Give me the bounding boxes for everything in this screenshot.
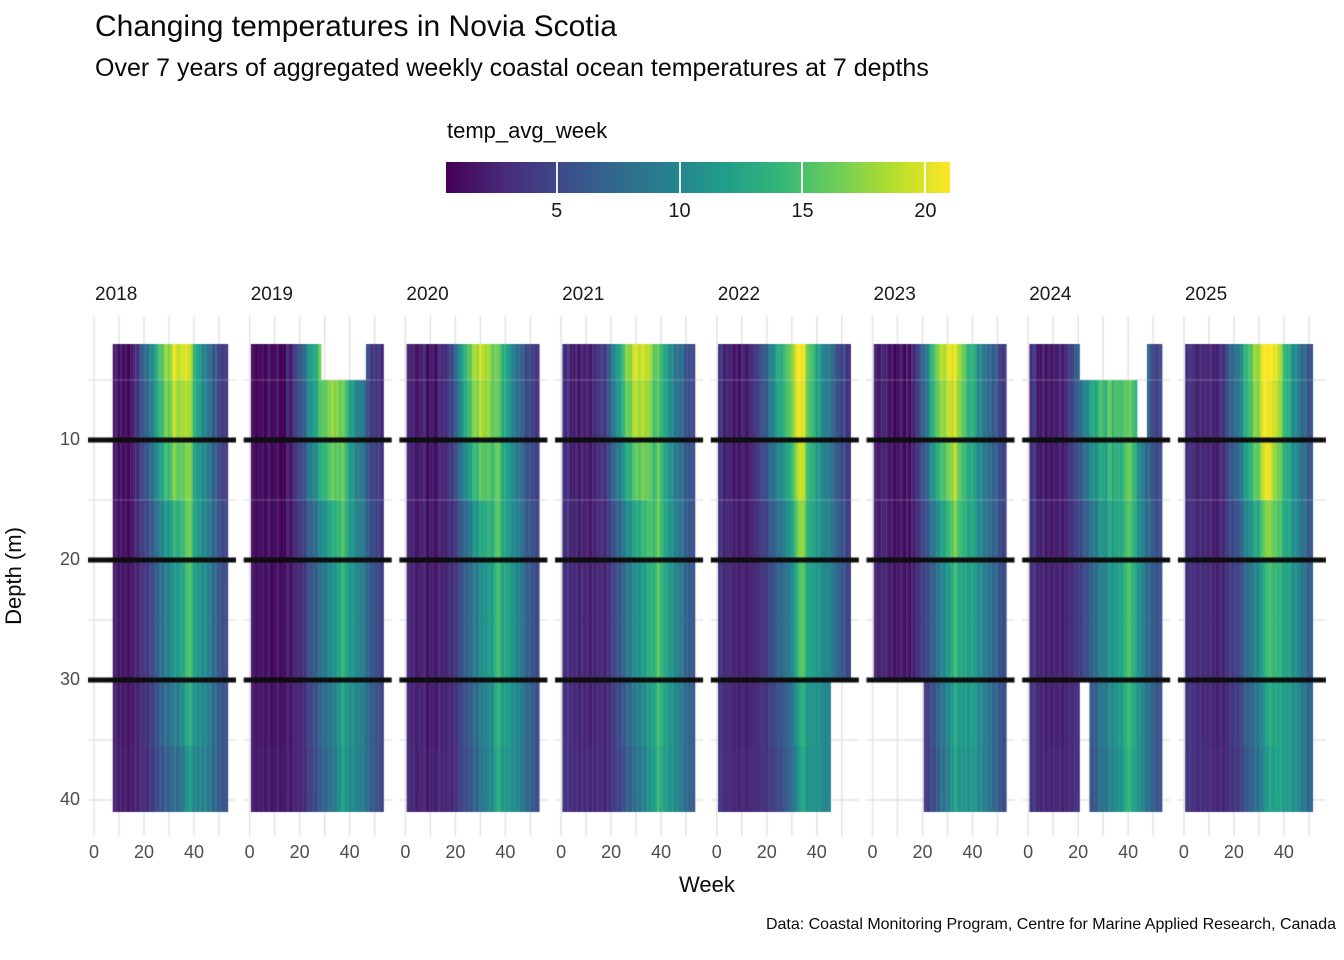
x-axis-tick-label: 0 [1023,842,1034,862]
x-axis-tick-label: 20 [912,842,933,862]
legend-tick-label: 20 [914,200,937,222]
facet-label-2023: 2023 [873,284,916,305]
x-axis-tick-label: 40 [1273,842,1294,862]
legend-tick-mark [924,162,927,193]
x-axis-tick-label: 20 [756,842,777,862]
x-axis-tick-label: 0 [400,842,411,862]
facet-label-2025: 2025 [1184,284,1228,305]
x-axis-tick-label: 0 [711,842,722,862]
y-axis-tick-label: 30 [59,669,80,689]
legend-tick-label: 5 [551,200,563,222]
x-axis-tick-label: 40 [651,842,672,862]
facet-label-2021: 2021 [562,284,605,305]
x-axis-tick-label: 20 [289,842,310,862]
x-axis-tick-label: 20 [133,842,155,862]
y-axis-title: Depth (m) [1,527,26,625]
facet-label-2018: 2018 [95,284,138,305]
caption: Data: Coastal Monitoring Program, Centre… [765,916,1336,933]
legend-title: temp_avg_week [447,118,608,143]
y-axis-tick-label: 10 [59,429,80,449]
x-axis-tick-label: 40 [962,842,983,862]
y-axis-tick-label: 20 [59,549,80,569]
facet-label-2020: 2020 [406,284,449,305]
facet-label-2019: 2019 [250,284,293,305]
x-axis-tick-label: 40 [1118,842,1139,862]
x-axis-tick-label: 0 [556,842,567,862]
x-axis-tick-label: 40 [806,842,827,862]
legend-tick-mark [801,162,804,193]
x-axis-tick-label: 20 [601,842,622,862]
legend-tick-mark [555,162,558,193]
x-axis-tick-label: 0 [867,842,878,862]
legend-tick-label: 10 [668,200,691,222]
x-axis-tick-label: 20 [1068,842,1089,862]
legend-tick-mark [678,162,681,193]
chart-title: Changing temperatures in Novia Scotia [95,10,617,43]
x-axis-tick-label: 20 [445,842,466,862]
x-axis-tick-label: 0 [1178,842,1189,862]
x-axis-tick-label: 20 [1223,842,1244,862]
chart-subtitle: Over 7 years of aggregated weekly coasta… [95,54,929,82]
x-axis-tick-label: 40 [495,842,516,862]
x-axis-tick-label: 40 [339,842,360,862]
facet-label-2022: 2022 [717,284,761,305]
x-axis-title: Week [679,872,735,897]
x-axis-tick-label: 0 [244,842,255,862]
y-axis-tick-label: 40 [59,789,80,809]
facet-label-2024: 2024 [1029,284,1072,305]
legend-tick-label: 15 [791,200,814,222]
x-axis-tick-label: 0 [88,842,100,862]
x-axis-tick-label: 40 [183,842,205,862]
legend-colorbar [446,162,950,193]
